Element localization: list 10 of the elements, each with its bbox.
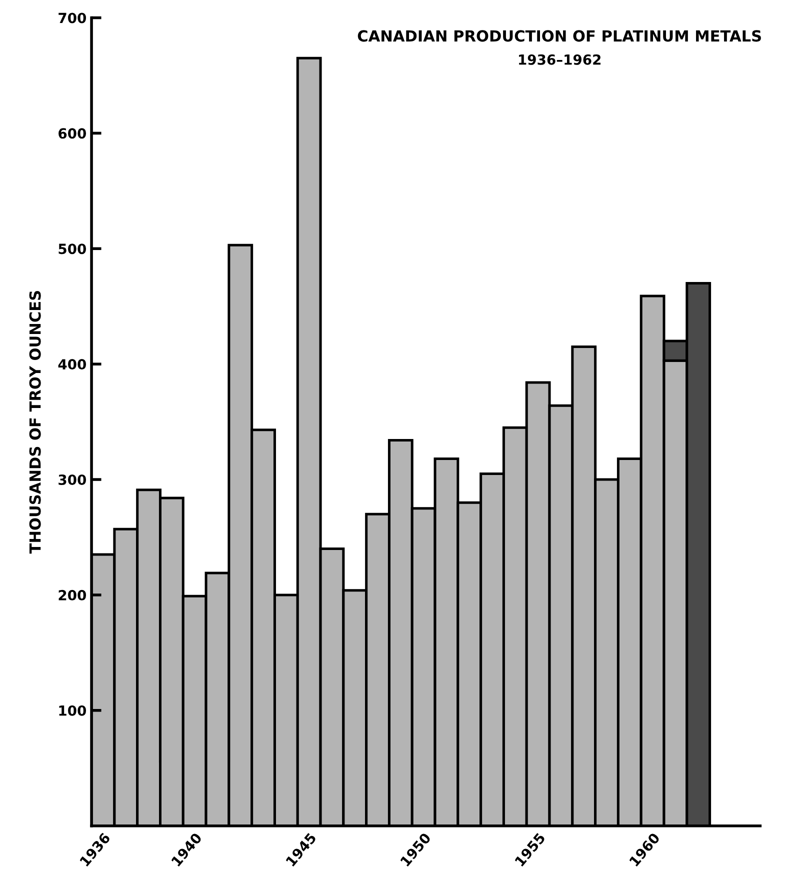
y-tick-label: 500	[58, 244, 86, 254]
y-tick-label: 400	[58, 359, 86, 370]
text: 1936–1962	[519, 54, 601, 65]
y-tick-label: 700	[58, 12, 86, 24]
y-axis-title: THOUSANDS OF TROY OUNCES	[29, 291, 41, 554]
y-tick-label: 600	[58, 128, 86, 139]
y-tick-label: 200	[58, 590, 86, 600]
y-tick-label: 300	[58, 474, 86, 485]
y-tick-label: 100	[59, 705, 86, 716]
text: CANADIAN PRODUCTION OF PLATINUM METALS	[358, 30, 761, 42]
